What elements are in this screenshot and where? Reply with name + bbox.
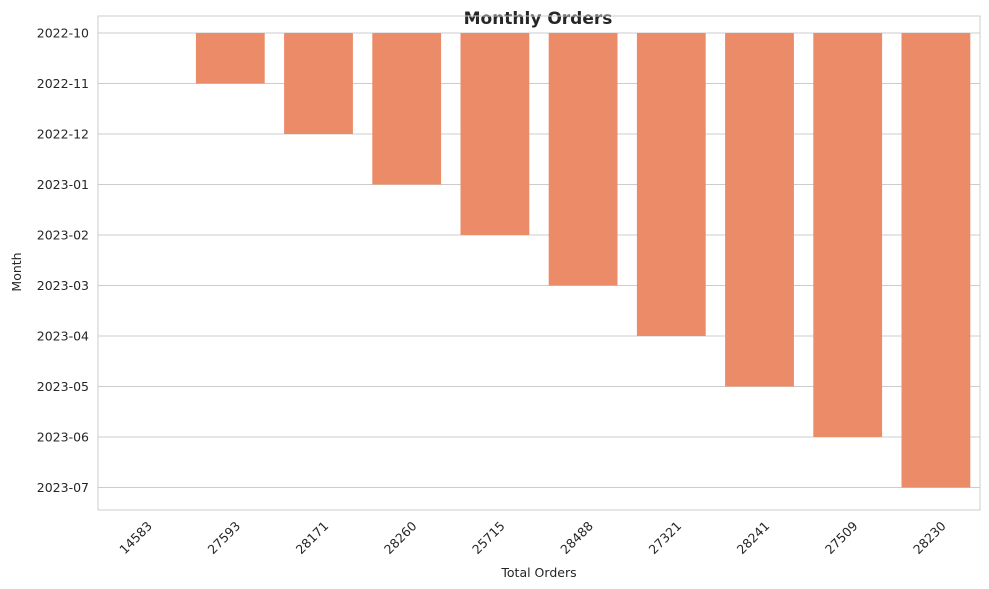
bar [725,33,794,387]
x-tick-label: 28171 [293,518,332,557]
chart-title: Monthly Orders [464,9,613,29]
y-tick-label: 2022-10 [37,26,89,41]
y-tick-label: 2023-03 [37,278,89,293]
x-tick-label: 25715 [469,518,508,557]
y-tick-label: 2022-11 [37,76,89,91]
bars [195,33,971,488]
x-tick-label: 28241 [734,518,773,557]
x-tick-label: 27321 [645,518,684,557]
bar [636,33,706,336]
x-tick-labels: 14583 27593 28171 28260 25715 28488 27321 28241… [116,518,949,557]
y-tick-labels: 2022-10 2022-11 2022-12 2023-01 2023-02 2023-… [37,26,89,496]
x-tick-label: 27509 [822,518,861,557]
plot-frame [97,15,981,511]
y-tick-label: 2023-07 [37,480,89,495]
x-tick-label: 28230 [910,518,949,557]
y-tick-label: 2023-06 [37,430,89,445]
y-tick-label: 2023-04 [37,329,89,344]
x-tick-label: 28260 [381,518,420,557]
y-tick-label: 2023-05 [37,379,89,394]
bar [548,33,618,286]
y-tick-label: 2023-01 [37,177,89,192]
y-axis-label: Month [9,252,24,291]
bar [372,33,442,185]
x-tick-label: 27593 [204,518,243,557]
x-tick-label: 28488 [557,518,596,557]
bar [901,33,971,488]
bar [284,33,353,134]
x-tick-label: 14583 [116,518,155,557]
y-tick-label: 2022-12 [37,127,89,142]
bar [195,33,265,84]
x-axis-label: Total Orders [500,565,576,580]
y-tick-label: 2023-02 [37,228,89,243]
bar [813,33,883,437]
bar [460,33,530,235]
